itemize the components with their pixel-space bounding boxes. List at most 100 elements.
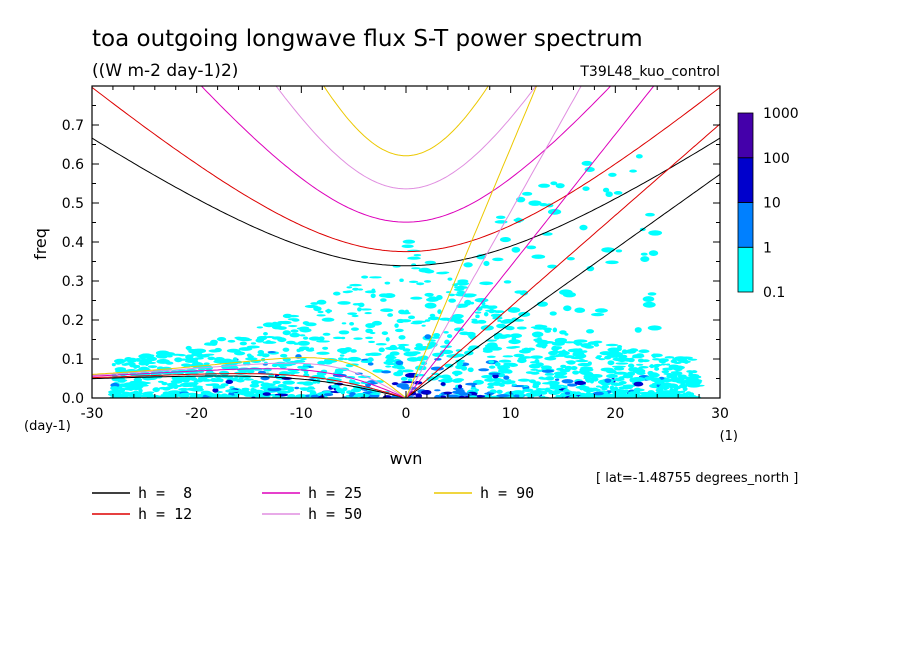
power-blob — [375, 342, 387, 346]
power-blob — [369, 392, 381, 396]
power-blob — [636, 353, 644, 356]
power-blob — [489, 346, 503, 351]
power-blob — [665, 363, 671, 366]
power-blob — [250, 387, 256, 393]
power-blob — [505, 325, 515, 331]
power-blob — [640, 256, 650, 263]
power-blob — [117, 380, 126, 383]
power-blob — [235, 378, 245, 383]
power-blob — [336, 388, 345, 393]
y-tick-label: 0.2 — [62, 313, 84, 329]
power-blob — [662, 367, 673, 371]
power-blob — [636, 367, 643, 371]
power-blob — [396, 366, 406, 370]
power-blob — [152, 387, 160, 393]
x-tick-label: 30 — [711, 406, 729, 422]
power-blob — [325, 309, 333, 313]
power-blob — [357, 288, 364, 291]
colorbar-label: 100 — [763, 151, 790, 167]
power-blob — [465, 382, 478, 386]
power-blob — [357, 307, 362, 312]
power-blob — [479, 281, 494, 286]
power-blob — [416, 393, 423, 398]
power-blob — [647, 370, 654, 376]
power-blob — [212, 388, 219, 393]
power-blob — [607, 347, 621, 353]
dispersion-line-rossby — [92, 368, 407, 398]
power-blob — [532, 384, 540, 389]
power-blob — [572, 351, 585, 358]
power-blob — [256, 326, 264, 329]
power-blob — [509, 333, 523, 339]
power-blob — [586, 391, 591, 395]
power-blob — [522, 191, 533, 196]
power-blob — [433, 333, 441, 338]
x-unit-label: (1) — [720, 429, 738, 444]
y-tick-label: 0.1 — [62, 352, 84, 368]
power-blob — [526, 347, 536, 351]
power-blob — [341, 322, 347, 325]
power-blob — [411, 267, 421, 270]
power-blob — [294, 386, 300, 390]
power-blob — [486, 355, 496, 358]
power-blob — [396, 369, 404, 375]
power-blob — [585, 378, 592, 383]
power-blob — [463, 262, 473, 268]
power-blob — [278, 385, 290, 388]
power-blob — [541, 366, 548, 371]
power-blob — [556, 367, 565, 371]
power-blob — [349, 321, 355, 326]
power-blob — [434, 389, 441, 392]
power-blob — [567, 348, 579, 353]
power-blob — [289, 332, 301, 338]
power-blob — [451, 378, 463, 383]
power-blob — [271, 395, 282, 398]
power-blob — [316, 299, 327, 305]
power-blob — [615, 249, 623, 253]
power-blob — [451, 370, 463, 376]
power-blob — [135, 364, 141, 369]
power-blob — [437, 309, 442, 315]
power-blob — [570, 365, 578, 371]
power-blob — [112, 391, 125, 394]
power-blob — [239, 390, 252, 395]
power-blob — [541, 390, 546, 394]
power-blob — [502, 355, 514, 358]
power-blob — [600, 367, 614, 372]
power-blob — [291, 318, 300, 322]
power-blob — [387, 313, 394, 317]
power-blob — [448, 298, 456, 303]
power-blob — [192, 385, 203, 389]
power-blob — [330, 384, 340, 389]
power-blob — [579, 367, 594, 372]
power-blob — [496, 378, 505, 383]
power-blob — [554, 337, 568, 343]
power-blob — [381, 370, 392, 374]
power-blob — [605, 260, 619, 265]
latitude-note: [ lat=-1.48755 degrees_north ] — [596, 471, 798, 486]
power-blob — [165, 361, 174, 365]
power-blob — [354, 302, 363, 306]
power-blob — [586, 329, 595, 334]
power-blob — [605, 191, 613, 198]
power-contours — [107, 154, 705, 398]
power-blob — [374, 380, 385, 384]
power-blob — [578, 394, 590, 398]
power-blob — [543, 341, 555, 344]
power-blob — [280, 353, 288, 358]
power-blob — [323, 393, 334, 397]
power-blob — [649, 390, 654, 394]
power-blob — [407, 256, 421, 260]
power-blob — [599, 386, 606, 389]
power-blob — [494, 362, 501, 367]
power-blob — [474, 297, 489, 303]
power-blob — [401, 244, 414, 249]
power-blob — [607, 360, 615, 366]
power-blob — [276, 326, 287, 330]
power-blob — [573, 339, 588, 343]
power-blob — [305, 394, 310, 398]
power-blob — [648, 230, 663, 236]
power-blob — [249, 383, 260, 388]
power-blob — [395, 360, 404, 366]
power-blob — [236, 337, 250, 341]
